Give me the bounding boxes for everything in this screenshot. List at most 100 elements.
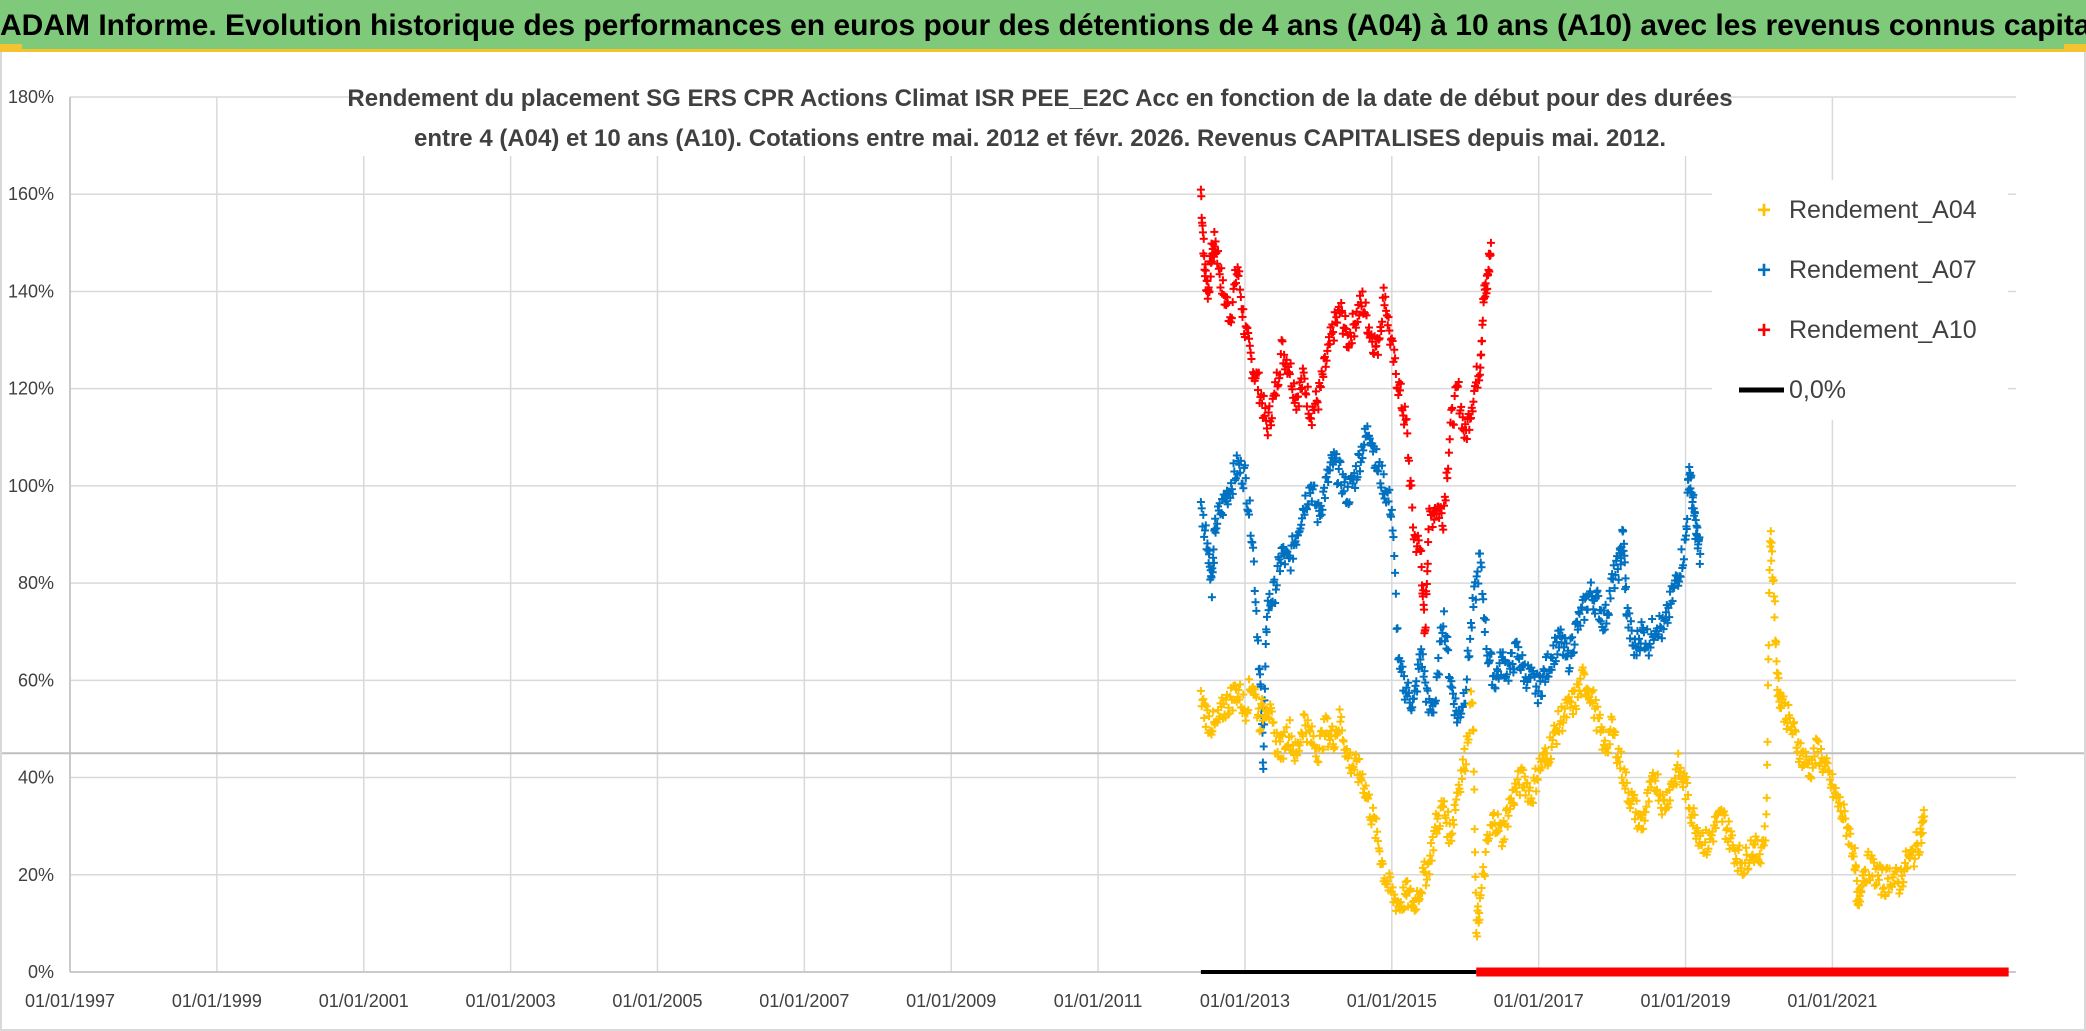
point-a04 <box>1754 857 1763 866</box>
point-a10 <box>1314 405 1323 414</box>
point-a04 <box>1840 807 1849 816</box>
point-a10 <box>1260 411 1269 420</box>
point-a04 <box>1910 862 1919 871</box>
point-a04 <box>1470 785 1479 794</box>
point-a04 <box>1278 731 1287 740</box>
point-a07 <box>1334 464 1343 473</box>
point-a10 <box>1362 311 1371 320</box>
point-a10 <box>1320 352 1329 361</box>
y-tick-label: 140% <box>8 281 54 301</box>
point-a07 <box>1619 539 1628 548</box>
point-a04 <box>1542 749 1551 758</box>
point-a10 <box>1424 538 1433 547</box>
point-a07 <box>1676 572 1685 581</box>
point-a04 <box>1427 856 1436 865</box>
point-a04 <box>1763 681 1772 690</box>
point-a07 <box>1569 648 1578 657</box>
point-a04 <box>1475 915 1484 924</box>
point-a04 <box>1546 754 1555 763</box>
point-a10 <box>1421 623 1430 632</box>
point-a10 <box>1361 298 1370 307</box>
point-a07 <box>1614 575 1623 584</box>
point-a07 <box>1477 563 1486 572</box>
point-a10 <box>1368 337 1377 346</box>
point-a07 <box>1551 657 1560 666</box>
point-a07 <box>1418 650 1427 659</box>
point-a04 <box>1258 695 1267 704</box>
point-a10 <box>1444 448 1453 457</box>
point-a07 <box>1289 554 1298 563</box>
point-a04 <box>1664 803 1673 812</box>
point-a04 <box>1741 843 1750 852</box>
point-a10 <box>1485 267 1494 276</box>
y-axis-ticks: 0% 20% 40% 60% 80% 100% 120% 140% 160% 180% <box>8 87 54 982</box>
point-a10 <box>1477 350 1486 359</box>
point-a04 <box>1652 785 1661 794</box>
point-a10 <box>1233 263 1242 272</box>
point-a04 <box>1485 830 1494 839</box>
point-a04 <box>1577 690 1586 699</box>
point-a10 <box>1380 301 1389 310</box>
chart-title-line-1: Rendement du placement SG ERS CPR Action… <box>347 85 1732 112</box>
point-a04 <box>1418 889 1427 898</box>
point-a10 <box>1417 563 1426 572</box>
point-a07 <box>1480 628 1489 637</box>
point-a07 <box>1541 677 1550 686</box>
point-a07 <box>1646 643 1655 652</box>
point-a10 <box>1338 306 1347 315</box>
point-a04 <box>1208 727 1217 736</box>
point-a07 <box>1621 574 1630 583</box>
point-a10 <box>1261 404 1270 413</box>
point-a07 <box>1402 683 1411 692</box>
point-a04 <box>1432 829 1441 838</box>
point-a04 <box>1383 877 1392 886</box>
point-a04 <box>1605 740 1614 749</box>
point-a07 <box>1625 609 1634 618</box>
point-a07 <box>1659 625 1668 634</box>
point-a07 <box>1475 549 1484 558</box>
point-a10 <box>1458 413 1467 422</box>
point-a07 <box>1683 514 1692 523</box>
point-a04 <box>1617 747 1626 756</box>
point-a07 <box>1345 498 1354 507</box>
point-a04 <box>1709 837 1718 846</box>
point-a04 <box>1290 756 1299 765</box>
point-a07 <box>1512 637 1521 646</box>
x-tick-label: 01/01/1997 <box>25 991 115 1011</box>
point-a04 <box>1373 827 1382 836</box>
point-a07 <box>1418 662 1427 671</box>
point-a07 <box>1272 581 1281 590</box>
point-a04 <box>1644 797 1653 806</box>
point-a07 <box>1690 508 1699 517</box>
point-a10 <box>1355 291 1364 300</box>
point-a10 <box>1203 277 1212 286</box>
point-a10 <box>1439 525 1448 534</box>
point-a04 <box>1653 770 1662 779</box>
point-a04 <box>1683 779 1692 788</box>
point-a04 <box>1593 702 1602 711</box>
point-a07 <box>1409 694 1418 703</box>
point-a10 <box>1409 523 1418 532</box>
point-a04 <box>1720 811 1729 820</box>
point-a10 <box>1280 350 1289 359</box>
y-tick-label: 180% <box>8 87 54 107</box>
point-a07 <box>1449 700 1458 709</box>
point-a10 <box>1316 383 1325 392</box>
point-a04 <box>1639 824 1648 833</box>
point-a07 <box>1300 510 1309 519</box>
point-a07 <box>1377 483 1386 492</box>
point-a10 <box>1294 402 1303 411</box>
point-a04 <box>1899 878 1908 887</box>
point-a04 <box>1810 752 1819 761</box>
point-a07 <box>1386 512 1395 521</box>
point-a07 <box>1286 566 1295 575</box>
point-a10 <box>1302 390 1311 399</box>
point-a07 <box>1213 519 1222 528</box>
point-a10 <box>1377 327 1386 336</box>
point-a10 <box>1238 312 1247 321</box>
point-a04 <box>1621 768 1630 777</box>
point-a04 <box>1651 776 1660 785</box>
point-a10 <box>1235 267 1244 276</box>
point-a04 <box>1503 822 1512 831</box>
point-a04 <box>1279 754 1288 763</box>
